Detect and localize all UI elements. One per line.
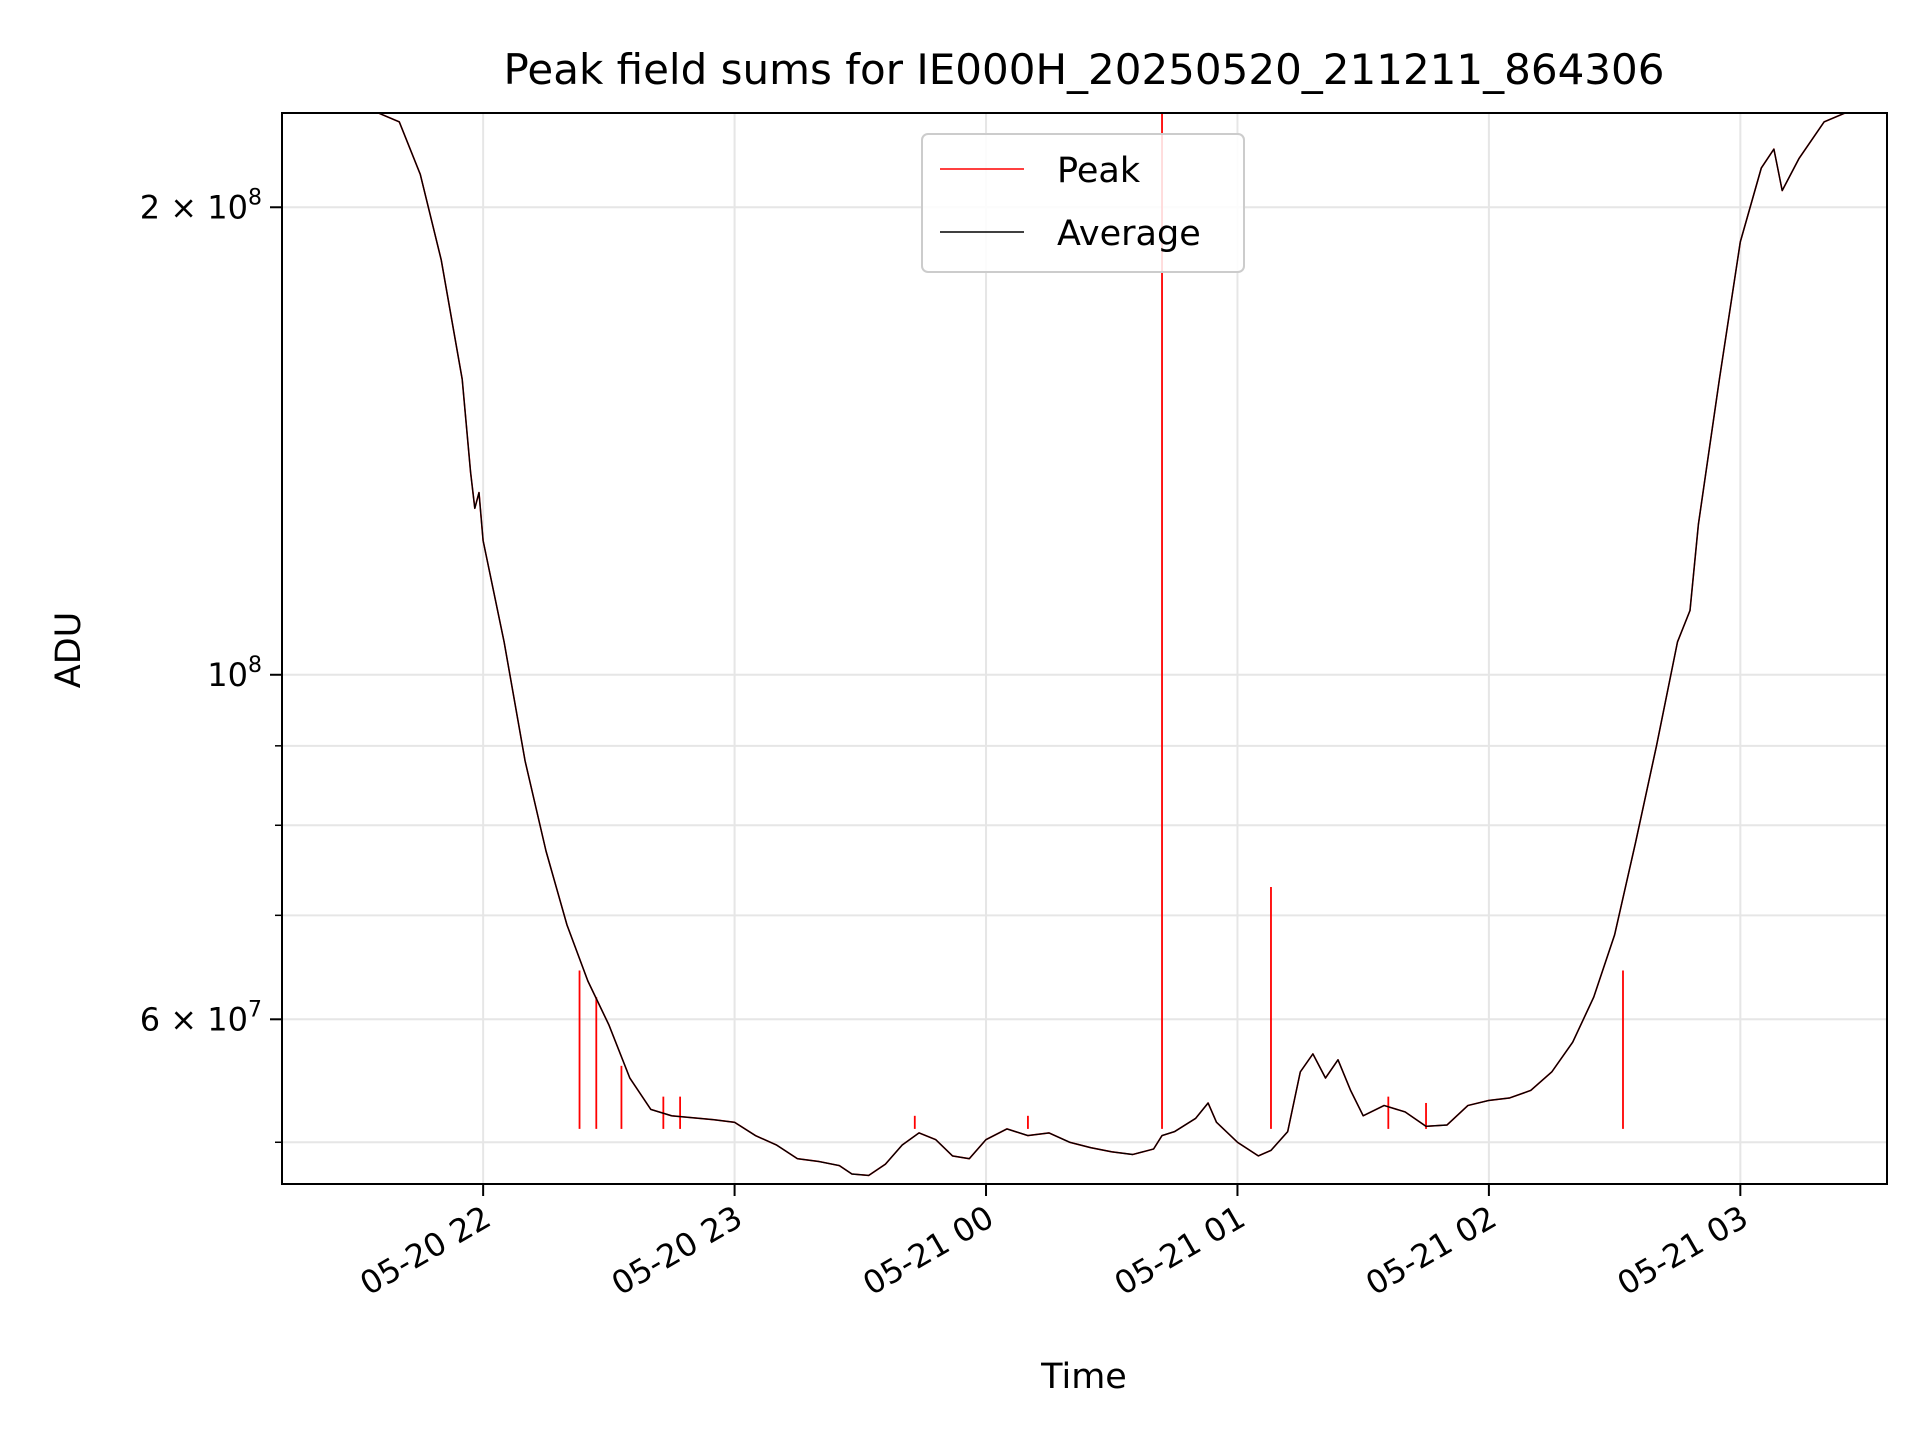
x-axis-label: Time — [1040, 1357, 1127, 1397]
legend-average-label: Average — [1057, 214, 1201, 254]
series-layer — [282, 112, 1887, 1177]
y-tick-label: 2 × 108 — [140, 185, 262, 226]
y-tick-label: 108 — [207, 653, 262, 694]
legend: Peak Average — [921, 133, 1245, 273]
series-average-line — [282, 112, 1887, 1177]
y-tick-label: 6 × 107 — [140, 997, 262, 1038]
legend-peak-label: Peak — [1057, 151, 1141, 191]
chart-title: Peak field sums for IE000H_20250520_2112… — [504, 45, 1665, 94]
plot-frame — [281, 112, 1888, 1185]
y-axis-label: ADU — [49, 612, 89, 689]
grid — [282, 113, 1887, 1184]
